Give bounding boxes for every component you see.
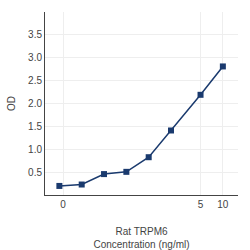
svg-text:1.5: 1.5	[28, 121, 42, 132]
svg-text:2.5: 2.5	[28, 75, 42, 86]
svg-text:1.0: 1.0	[28, 144, 42, 155]
svg-text:3.5: 3.5	[28, 29, 42, 40]
svg-text:0: 0	[60, 199, 66, 210]
svg-text:2.0: 2.0	[28, 98, 42, 109]
svg-text:10: 10	[217, 199, 229, 210]
svg-text:0.5: 0.5	[28, 167, 42, 178]
svg-text:OD: OD	[6, 96, 17, 111]
svg-text:3.0: 3.0	[28, 52, 42, 63]
svg-text:5: 5	[198, 199, 204, 210]
svg-text:Rat TRPM6Concentration (ng/ml): Rat TRPM6Concentration (ng/ml)	[93, 226, 189, 250]
